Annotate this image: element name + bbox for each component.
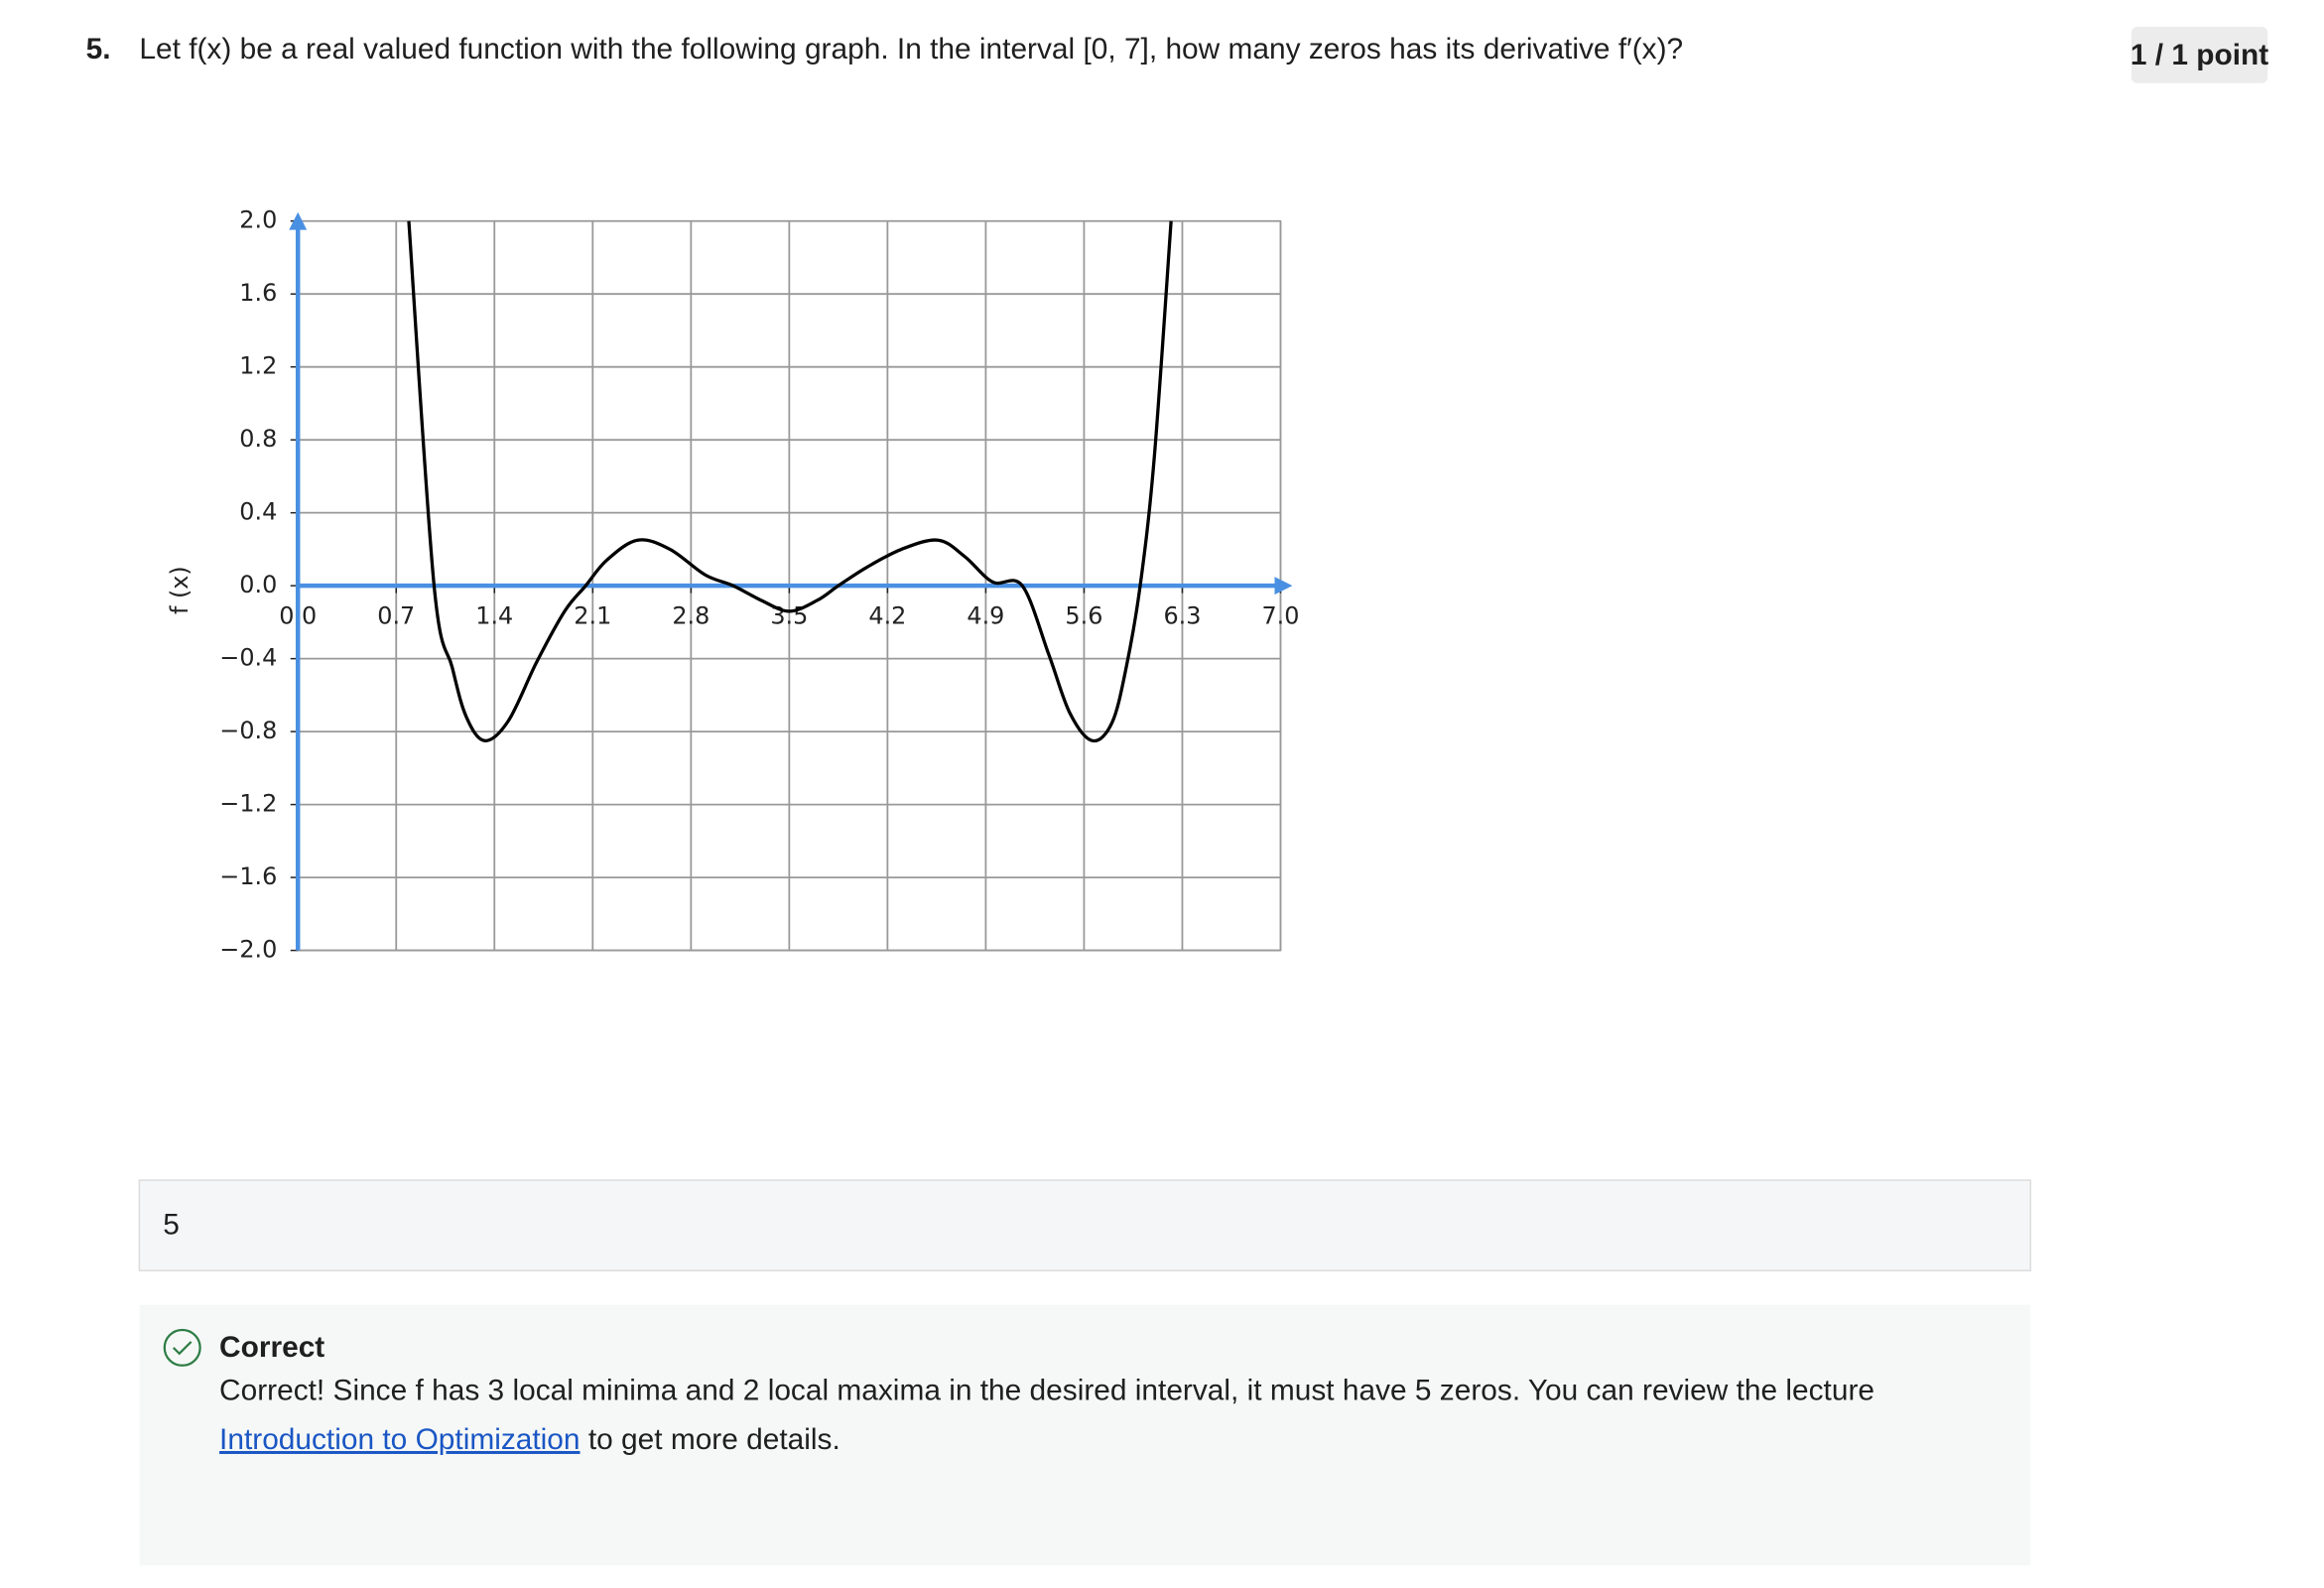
y-tick-label: 1.6 <box>239 279 277 307</box>
feedback-text: Correct! Since f has 3 local minima and … <box>219 1375 1874 1407</box>
feedback-line: Introduction to Optimization to get more… <box>219 1423 840 1456</box>
score: 1 / 1 point <box>2130 39 2268 71</box>
feedback-text-after: to get more details. <box>581 1423 840 1456</box>
x-tick-label: 2.1 <box>574 602 611 630</box>
score-badge <box>2130 27 2268 83</box>
chart: 2.0 1.6 1.2 0.8 0.4 0.0 −0.4 −0.8 −1.2 −1.6 −2.0 0.… <box>166 206 1299 964</box>
answer: 5 <box>163 1208 180 1241</box>
y-tick-label: −1.2 <box>219 790 277 818</box>
x-tick-label: 7.0 <box>1261 602 1299 630</box>
x-tick-label: 5.6 <box>1065 602 1102 630</box>
x-tick-label: 4.9 <box>967 602 1004 630</box>
y-axis-arrow <box>289 211 308 230</box>
check-mark <box>172 1341 193 1356</box>
y-tick-label: 1.2 <box>239 352 277 380</box>
feedback-status: Correct <box>219 1331 324 1364</box>
feedback-box <box>139 1304 2031 1566</box>
lecture-link[interactable]: Introduction to Optimization <box>219 1423 580 1456</box>
x-tick-label: 4.2 <box>868 602 906 630</box>
x-tick-label: 1.4 <box>475 602 513 630</box>
question-number: 5. <box>86 33 111 66</box>
y-tick-label: 0.4 <box>239 498 277 526</box>
y-tick-label: 2.0 <box>239 206 277 234</box>
x-tick-label: 2.8 <box>672 602 710 630</box>
correct-icon <box>163 1328 201 1367</box>
function-curve <box>407 220 1173 743</box>
x-tick-label: 0.7 <box>377 602 415 630</box>
y-tick-label: −0.4 <box>219 644 277 672</box>
y-tick-label: 0.8 <box>239 425 277 453</box>
y-tick-label: −0.8 <box>219 717 277 744</box>
question-text: Let f(x) be a real valued function with … <box>139 33 1683 66</box>
y-tick-label: −2.0 <box>219 936 277 964</box>
answer-box <box>138 1179 2032 1271</box>
y-axis-label: f (x) <box>166 566 194 614</box>
y-tick-label: 0.0 <box>239 571 277 598</box>
y-tick-label: −1.6 <box>219 862 277 890</box>
x-tick-label: 6.3 <box>1163 602 1201 630</box>
x-axis-arrow <box>1274 577 1293 596</box>
